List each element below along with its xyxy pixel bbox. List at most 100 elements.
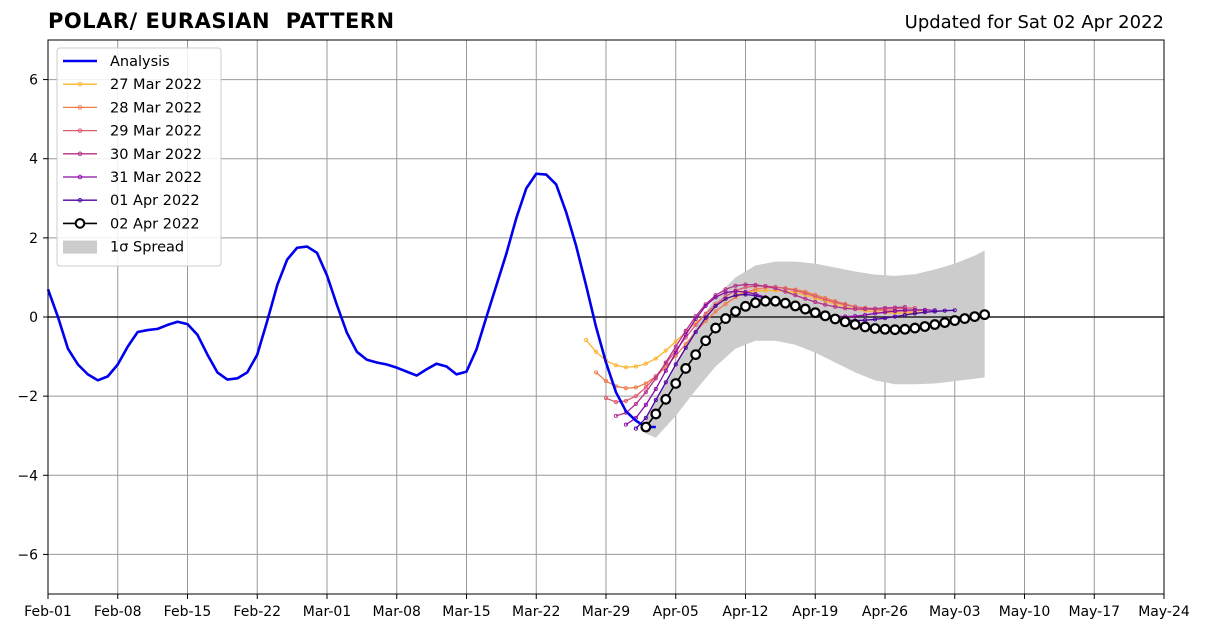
forecast-point (643, 385, 648, 390)
forecast-point (643, 402, 648, 407)
latest-forecast-point (929, 319, 941, 330)
forecast-point (653, 356, 658, 361)
forecast-point (653, 398, 658, 403)
forecast-point (693, 322, 698, 327)
x-tick-label: Apr-05 (653, 604, 699, 620)
latest-forecast-point (919, 321, 931, 332)
latest-forecast-point (700, 335, 712, 347)
latest-forecast-point (680, 363, 692, 374)
legend-label: 31 Mar 2022 (110, 170, 202, 186)
latest-forecast-point (670, 378, 682, 389)
forecast-point (673, 350, 678, 355)
latest-forecast-point (690, 349, 702, 360)
legend-marker-forecast (77, 151, 83, 157)
x-tick-label: Mar-15 (442, 604, 490, 620)
forecast-point (743, 290, 748, 295)
forecast-point (653, 386, 658, 392)
forecast-point (693, 316, 698, 322)
forecast-point (653, 376, 658, 381)
x-tick-label: Mar-29 (582, 604, 630, 620)
forecast-point (703, 311, 708, 316)
latest-forecast-point (949, 315, 961, 326)
legend-swatch-spread (63, 240, 97, 254)
forecast-point (853, 314, 858, 319)
forecast-point (902, 308, 907, 313)
latest-forecast-point (979, 309, 991, 321)
legend-marker-forecast (77, 197, 83, 203)
forecast-point (673, 344, 678, 349)
latest-forecast-point (789, 300, 801, 312)
forecast-point (613, 400, 619, 405)
forecast-point (613, 363, 619, 368)
forecast-point (663, 360, 668, 365)
x-tick-label: Mar-08 (373, 604, 421, 620)
forecast-point (603, 396, 609, 401)
x-tick-label: May-10 (999, 604, 1051, 620)
chart-title: POLAR/ EURASIAN PATTERN (48, 9, 395, 33)
forecast-point (584, 337, 589, 343)
legend-marker-forecast (77, 105, 83, 110)
y-tick-label: −6 (17, 547, 38, 563)
forecast-point (863, 312, 868, 318)
y-tick-label: −2 (17, 389, 38, 405)
forecast-point (603, 379, 609, 384)
analysis-line (46, 172, 656, 429)
latest-forecast-point (939, 317, 951, 328)
forecast-point (713, 295, 718, 300)
forecast-point (833, 300, 838, 305)
latest-forecast-point (839, 316, 851, 328)
forecast-point (823, 297, 828, 302)
forecast-point (743, 292, 748, 297)
forecast-point (703, 315, 708, 320)
x-tick-label: Feb-08 (94, 604, 142, 620)
forecast-point (853, 307, 858, 312)
forecast-point (663, 380, 668, 385)
forecast-point (882, 305, 888, 310)
forecast-point (593, 370, 599, 375)
latest-forecast-point (899, 323, 911, 335)
legend-label: 02 Apr 2022 (110, 216, 200, 232)
forecast-point (853, 304, 858, 309)
forecast-point (813, 299, 818, 305)
forecast-point (643, 390, 648, 395)
x-tick-label: Feb-22 (233, 604, 281, 620)
x-tick-label: May-24 (1138, 604, 1190, 620)
latest-forecast-point (710, 322, 722, 334)
forecast-point (892, 309, 898, 314)
latest-forecast-point (740, 300, 751, 312)
legend-label: Analysis (110, 54, 170, 70)
forecast-point (613, 413, 619, 418)
forecast-point (743, 282, 748, 287)
forecast-point (793, 288, 798, 293)
forecast-point (882, 316, 888, 321)
legend-label: 01 Apr 2022 (110, 193, 200, 209)
forecast-point (623, 398, 628, 403)
forecast-point (803, 291, 808, 296)
forecast-point (723, 290, 728, 295)
latest-forecast-point (819, 310, 831, 322)
x-tick-label: May-03 (929, 604, 981, 620)
latest-forecast-point (730, 306, 741, 317)
forecast-point (723, 294, 728, 299)
latest-forecast-point (909, 322, 921, 334)
forecast-point (902, 312, 907, 318)
forecast-point (633, 402, 638, 407)
latest-forecast-point (640, 421, 652, 433)
latest-forecast-point (889, 324, 901, 336)
legend-label: 30 Mar 2022 (110, 147, 202, 163)
forecast-point (813, 294, 818, 299)
legend-box (56, 47, 222, 267)
forecast-point (793, 293, 798, 298)
forecast-point (673, 362, 678, 367)
y-tick-label: 4 (29, 152, 38, 168)
forecast-point (683, 341, 688, 346)
forecast-point (922, 307, 927, 312)
latest-forecast-point (660, 393, 672, 405)
forecast-point (773, 286, 778, 291)
latest-forecast-point (650, 408, 662, 420)
forecast-point (922, 310, 927, 315)
latest-forecast-point (799, 303, 811, 315)
legend-marker-latest (74, 218, 86, 229)
forecast-point (633, 385, 638, 390)
